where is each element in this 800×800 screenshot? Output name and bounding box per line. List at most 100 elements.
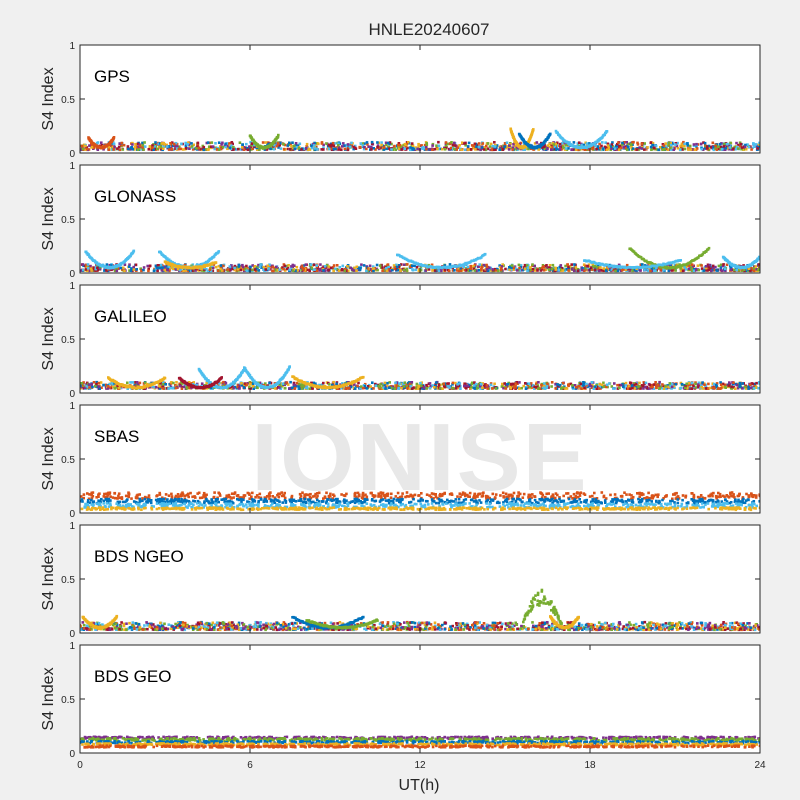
data-point	[127, 147, 130, 151]
data-point	[171, 267, 175, 270]
data-point	[530, 384, 534, 388]
data-point	[626, 142, 630, 146]
data-point	[170, 141, 174, 144]
data-point	[397, 147, 401, 151]
y-tick-label: 1	[69, 161, 75, 172]
data-point	[747, 385, 750, 388]
data-point	[463, 268, 467, 272]
data-point	[484, 385, 487, 388]
data-point	[554, 142, 557, 146]
data-point	[348, 145, 352, 149]
data-point	[315, 142, 318, 145]
data-point	[322, 265, 325, 268]
data-point	[502, 386, 505, 390]
data-point	[683, 142, 687, 146]
data-point	[290, 267, 293, 271]
data-point	[669, 141, 672, 145]
data-point	[692, 269, 696, 273]
data-point	[565, 144, 568, 147]
data-point	[140, 269, 143, 273]
data-point	[173, 261, 176, 265]
data-point	[190, 386, 193, 390]
data-point	[290, 145, 293, 148]
data-point	[724, 146, 728, 150]
data-point	[683, 266, 686, 269]
data-point	[406, 263, 409, 266]
data-point	[251, 147, 254, 151]
data-point	[646, 269, 650, 273]
data-point	[726, 147, 729, 150]
data-point	[425, 383, 428, 387]
data-point	[214, 265, 218, 269]
data-point	[554, 129, 558, 133]
data-point	[428, 148, 432, 151]
data-point	[729, 141, 732, 145]
data-point	[110, 268, 113, 272]
data-point	[387, 265, 390, 269]
data-point	[205, 387, 209, 390]
data-point	[190, 142, 193, 145]
data-point	[755, 268, 758, 271]
data-point	[512, 268, 515, 271]
data-point	[283, 382, 286, 385]
data-point	[711, 382, 715, 385]
data-point	[329, 266, 333, 270]
data-point	[374, 148, 377, 151]
data-point	[222, 380, 225, 384]
data-point	[209, 266, 212, 270]
data-point	[539, 387, 543, 390]
data-point	[131, 269, 134, 273]
data-point	[382, 146, 386, 149]
data-point	[588, 142, 591, 145]
data-point	[679, 144, 682, 148]
data-point	[360, 385, 363, 388]
data-point	[437, 140, 440, 144]
data-point	[210, 264, 214, 268]
data-point	[109, 386, 113, 390]
data-point	[183, 263, 187, 267]
data-point	[616, 269, 620, 273]
data-point	[228, 142, 231, 145]
data-point	[393, 144, 396, 148]
data-point	[481, 142, 485, 145]
data-point	[571, 387, 575, 390]
data-point	[470, 382, 474, 386]
data-point	[112, 148, 115, 151]
data-point	[154, 141, 157, 144]
data-point	[482, 269, 486, 272]
data-point	[742, 264, 745, 267]
data-point	[758, 148, 760, 151]
data-point	[259, 263, 262, 266]
data-point	[266, 384, 270, 387]
data-point	[429, 385, 433, 388]
data-point	[494, 148, 497, 151]
data-point	[661, 148, 664, 151]
data-point	[346, 148, 350, 152]
data-point	[730, 387, 734, 390]
data-point	[458, 382, 462, 385]
data-point	[327, 269, 330, 272]
data-point	[521, 268, 524, 272]
data-point	[723, 267, 727, 270]
data-point	[176, 267, 180, 271]
data-point	[737, 147, 740, 150]
data-point	[631, 268, 635, 272]
data-point	[300, 268, 303, 272]
data-point	[568, 265, 572, 268]
data-point	[295, 145, 298, 149]
data-point	[733, 268, 736, 272]
data-point	[97, 266, 101, 269]
data-point	[353, 266, 356, 270]
data-point	[598, 382, 602, 386]
data-point	[617, 263, 621, 267]
data-point	[754, 265, 758, 268]
data-point	[578, 269, 582, 272]
data-point	[456, 269, 459, 272]
data-point	[327, 143, 331, 147]
data-point	[642, 387, 645, 390]
data-point	[560, 266, 564, 270]
data-point	[551, 141, 555, 145]
data-point	[294, 143, 297, 147]
data-point	[497, 269, 500, 273]
data-point	[708, 146, 711, 149]
